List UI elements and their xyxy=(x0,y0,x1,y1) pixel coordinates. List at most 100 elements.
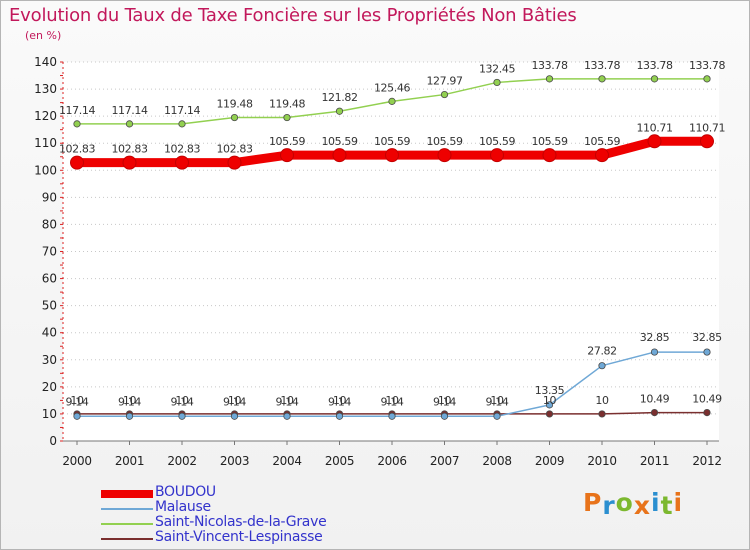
data-label: 9.14 xyxy=(276,395,299,408)
data-label: 110.71 xyxy=(636,121,672,134)
x-tick-label: 2012 xyxy=(692,454,721,468)
data-label: 10 xyxy=(543,394,557,407)
data-label: 102.83 xyxy=(111,143,147,156)
data-label: 9.14 xyxy=(486,395,509,408)
data-point xyxy=(280,148,294,163)
data-point xyxy=(175,155,189,170)
data-point xyxy=(493,412,501,420)
logo-letter: i xyxy=(651,488,661,517)
y-tick-label: 30 xyxy=(42,353,57,367)
data-point xyxy=(595,148,609,163)
data-label: 121.82 xyxy=(321,91,357,104)
data-point xyxy=(650,409,659,417)
data-point xyxy=(388,97,396,105)
data-point xyxy=(598,362,606,370)
data-label: 127.97 xyxy=(426,75,462,88)
data-point xyxy=(650,348,659,356)
data-label: 10 xyxy=(70,394,84,407)
data-point xyxy=(598,410,606,418)
x-tick-label: 2010 xyxy=(587,454,616,468)
data-label: 102.83 xyxy=(59,143,95,156)
data-point xyxy=(490,148,504,163)
data-point xyxy=(70,155,84,170)
y-tick-label: 130 xyxy=(34,82,57,96)
x-tick-label: 2007 xyxy=(430,454,459,468)
legend-label: Malause xyxy=(155,499,211,515)
logo-letter: i xyxy=(673,488,684,517)
data-point xyxy=(440,90,449,99)
legend-label: BOUDOU xyxy=(155,484,216,500)
data-point xyxy=(227,155,242,170)
data-point xyxy=(283,412,291,420)
legend-swatch xyxy=(101,508,153,510)
data-label: 10 xyxy=(438,394,452,407)
data-label: 32.85 xyxy=(640,331,670,344)
data-point xyxy=(283,113,291,122)
legend-swatch xyxy=(101,538,153,540)
data-point xyxy=(230,412,239,420)
data-label: 105.59 xyxy=(531,135,567,148)
data-label: 9.14 xyxy=(223,395,246,408)
legend-label: Saint-Vincent-Lespinasse xyxy=(155,529,323,545)
y-tick-label: 50 xyxy=(42,299,57,313)
y-tick-label: 60 xyxy=(42,272,57,286)
data-label: 132.45 xyxy=(479,62,515,75)
y-tick-label: 120 xyxy=(34,109,57,123)
data-point xyxy=(385,148,399,163)
data-point xyxy=(700,134,714,149)
data-label: 32.85 xyxy=(692,331,722,344)
data-label: 102.83 xyxy=(216,143,252,156)
data-label: 133.78 xyxy=(689,59,725,72)
data-point xyxy=(703,348,711,356)
data-point xyxy=(703,409,711,417)
y-tick-label: 70 xyxy=(42,245,57,259)
data-point xyxy=(73,120,81,128)
data-label: 133.78 xyxy=(531,59,567,72)
data-label: 10 xyxy=(333,394,347,407)
data-label: 110.71 xyxy=(689,121,725,134)
data-point xyxy=(335,412,344,420)
data-label: 9.14 xyxy=(381,395,404,408)
data-label: 105.59 xyxy=(584,135,620,148)
data-label: 9.14 xyxy=(118,395,141,408)
logo-letter: t xyxy=(660,491,674,520)
data-label: 102.83 xyxy=(164,143,200,156)
x-tick-label: 2001 xyxy=(115,454,144,468)
logo-letter: o xyxy=(615,488,634,517)
line-chart: 0 10 20 30 40 50 60 70 80 90 100 110 120 130 140 2000 20… xyxy=(34,55,726,468)
y-tick-label: 100 xyxy=(34,163,57,177)
x-tick-label: 2000 xyxy=(62,454,91,468)
y-tick-label: 10 xyxy=(42,407,57,421)
data-label: 9.14 xyxy=(66,395,89,408)
data-point xyxy=(73,412,81,420)
data-point xyxy=(178,120,186,128)
data-label: 105.59 xyxy=(269,135,305,148)
data-label: 9.14 xyxy=(328,395,351,408)
data-point xyxy=(122,155,137,170)
data-point xyxy=(542,148,557,163)
y-tick-label: 20 xyxy=(42,380,57,394)
x-tick-label: 2002 xyxy=(167,454,196,468)
data-label: 105.59 xyxy=(321,135,357,148)
x-tick-label: 2008 xyxy=(482,454,511,468)
x-tick-label: 2005 xyxy=(325,454,354,468)
data-point xyxy=(647,134,662,149)
data-label: 10.49 xyxy=(640,393,670,406)
data-point xyxy=(545,401,554,409)
data-label: 9.14 xyxy=(433,395,456,408)
data-point xyxy=(388,412,396,420)
data-label: 125.46 xyxy=(374,81,410,94)
data-point xyxy=(178,412,186,420)
data-point xyxy=(493,78,501,87)
logo-letter: r xyxy=(602,491,616,520)
data-point xyxy=(598,75,606,83)
x-tick-label: 2006 xyxy=(377,454,406,468)
data-point xyxy=(545,75,554,83)
data-point xyxy=(125,412,134,420)
logo-letter: x xyxy=(633,491,651,520)
data-label: 27.82 xyxy=(587,345,617,358)
data-label: 13.35 xyxy=(535,384,565,397)
x-tick-label: 2011 xyxy=(640,454,669,468)
y-tick-label: 80 xyxy=(42,217,57,231)
